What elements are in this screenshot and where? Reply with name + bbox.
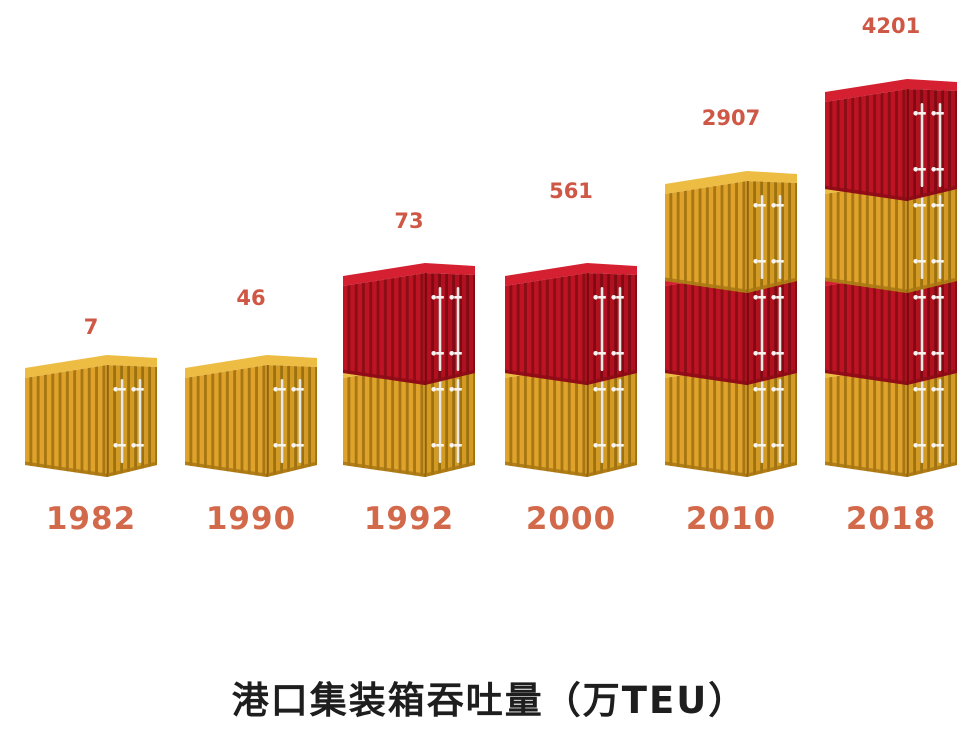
container-yellow	[665, 168, 797, 296]
bar-group-2018: 4201	[825, 0, 957, 750]
container-icon	[25, 355, 157, 477]
container-icon	[343, 263, 475, 385]
container-stack	[505, 260, 637, 480]
year-label: 2010	[685, 501, 777, 537]
year-label: 1982	[45, 501, 137, 537]
container-stack	[665, 168, 797, 480]
container-red	[343, 260, 475, 388]
year-label: 2000	[525, 501, 617, 537]
container-icon	[665, 171, 797, 293]
chart-title: 港口集装箱吞吐量（万TEU）	[231, 679, 748, 722]
year-label: 1992	[363, 501, 455, 537]
container-stack	[25, 352, 157, 480]
container-stack	[343, 260, 475, 480]
container-stack	[825, 76, 957, 480]
value-label: 561	[549, 179, 593, 203]
bar-group-1992: 73 1992	[343, 0, 475, 750]
value-label: 7	[83, 315, 99, 339]
bar-group-1982: 7 1982	[25, 0, 157, 750]
container-icon	[343, 355, 475, 477]
value-label: 4201	[861, 14, 921, 38]
container-yellow	[185, 352, 317, 480]
year-label: 1990	[205, 501, 297, 537]
value-label: 46	[236, 286, 266, 310]
year-label: 2018	[845, 501, 937, 537]
bar-group-2010: 2907	[665, 0, 797, 750]
bar-group-2000: 561 2000	[505, 0, 637, 750]
container-yellow	[25, 352, 157, 480]
value-label: 2907	[701, 106, 761, 130]
container-yellow	[343, 352, 475, 480]
container-red	[505, 260, 637, 388]
container-stack	[185, 352, 317, 480]
container-icon	[505, 263, 637, 385]
bar-group-1990: 46 1990	[185, 0, 317, 750]
container-icon	[185, 355, 317, 477]
container-icon	[825, 79, 957, 201]
value-label: 73	[394, 209, 424, 233]
container-red	[825, 76, 957, 204]
